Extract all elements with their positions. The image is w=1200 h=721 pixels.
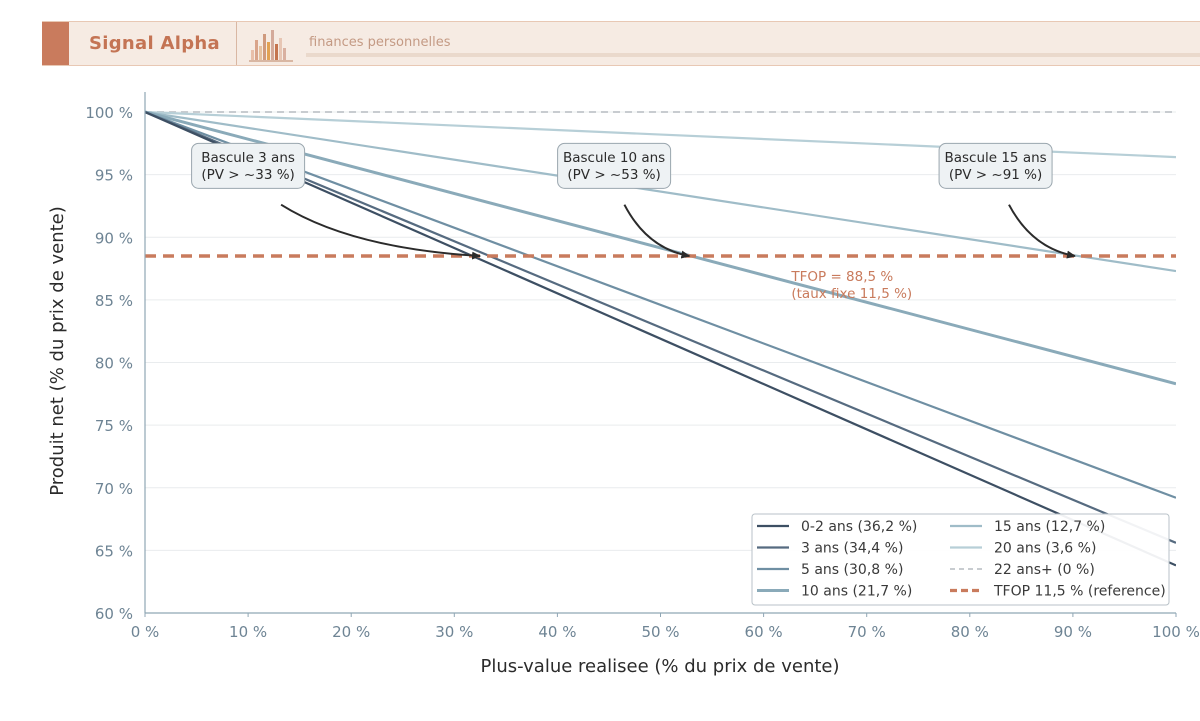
legend-label-tfop-11-5-reference: TFOP 11,5 % (reference) — [993, 584, 1166, 600]
annotation-text-line-2: (PV > ~53 %) — [567, 167, 660, 183]
y-tick-label-90: 90 % — [95, 229, 133, 247]
y-tick-labels: 60 % 65 % 70 % 75 % 80 % 85 % 90 % 95 % 100 % — [85, 104, 133, 623]
x-tick-labels: 0 % 10 % 20 % 30 % 40 % 50 % 60 % 70 % 80 % 90 % 1… — [131, 613, 1200, 641]
y-tick-label-100: 100 % — [85, 104, 133, 122]
reference-label-line-2: (taux fixe 11,5 %) — [791, 286, 912, 302]
y-tick-label-80: 80 % — [95, 355, 133, 373]
annotation-arrow — [281, 205, 480, 256]
annotation-text-line-2: (PV > ~91 %) — [949, 167, 1042, 183]
x-tick-label-30: 30 % — [435, 623, 473, 641]
annotation-3: Bascule 15 ans(PV > ~91 %) — [939, 143, 1075, 256]
annotation-text-line-1: Bascule 3 ans — [201, 150, 295, 166]
reference-label-line-1: TFOP = 88,5 % — [790, 269, 893, 285]
annotation-text-line-2: (PV > ~33 %) — [201, 167, 294, 183]
x-tick-label-0: 0 % — [131, 623, 160, 641]
legend: 0-2 ans (36,2 %) 3 ans (34,4 %) 5 ans (30,… — [752, 514, 1169, 605]
x-tick-label-60: 60 % — [745, 623, 783, 641]
y-tick-label-75: 75 % — [95, 417, 133, 435]
y-axis-title: Produit net (% du prix de vente) — [47, 206, 68, 496]
y-tick-label-85: 85 % — [95, 292, 133, 310]
x-tick-label-90: 90 % — [1054, 623, 1092, 641]
x-tick-label-40: 40 % — [538, 623, 576, 641]
annotation-text-line-1: Bascule 10 ans — [563, 150, 665, 166]
annotation-arrow — [1009, 205, 1075, 256]
x-tick-label-70: 70 % — [848, 623, 886, 641]
x-tick-label-20: 20 % — [332, 623, 370, 641]
annotation-text-line-1: Bascule 15 ans — [944, 150, 1046, 166]
legend-label-22-ans-0: 22 ans+ (0 %) — [994, 562, 1095, 578]
x-tick-label-80: 80 % — [951, 623, 989, 641]
x-tick-label-100: 100 % — [1152, 623, 1200, 641]
legend-label-15-ans-12-7: 15 ans (12,7 %) — [994, 519, 1105, 535]
legend-label-3-ans-34-4: 3 ans (34,4 %) — [801, 541, 903, 557]
legend-label-5-ans-30-8: 5 ans (30,8 %) — [801, 562, 903, 578]
legend-label-0-2-ans-36-2: 0-2 ans (36,2 %) — [801, 519, 917, 535]
legend-label-20-ans-3-6: 20 ans (3,6 %) — [994, 541, 1096, 557]
annotations: TFOP = 88,5 %(taux fixe 11,5 %) Bascule 3… — [192, 143, 1075, 302]
y-tick-label-70: 70 % — [95, 480, 133, 498]
y-tick-label-60: 60 % — [95, 605, 133, 623]
x-axis-title: Plus-value realisee (% du prix de vente) — [480, 656, 839, 677]
x-tick-label-50: 50 % — [641, 623, 679, 641]
y-tick-label-95: 95 % — [95, 167, 133, 185]
x-tick-label-10: 10 % — [229, 623, 267, 641]
y-tick-label-65: 65 % — [95, 542, 133, 560]
legend-label-10-ans-21-7: 10 ans (21,7 %) — [801, 584, 912, 600]
